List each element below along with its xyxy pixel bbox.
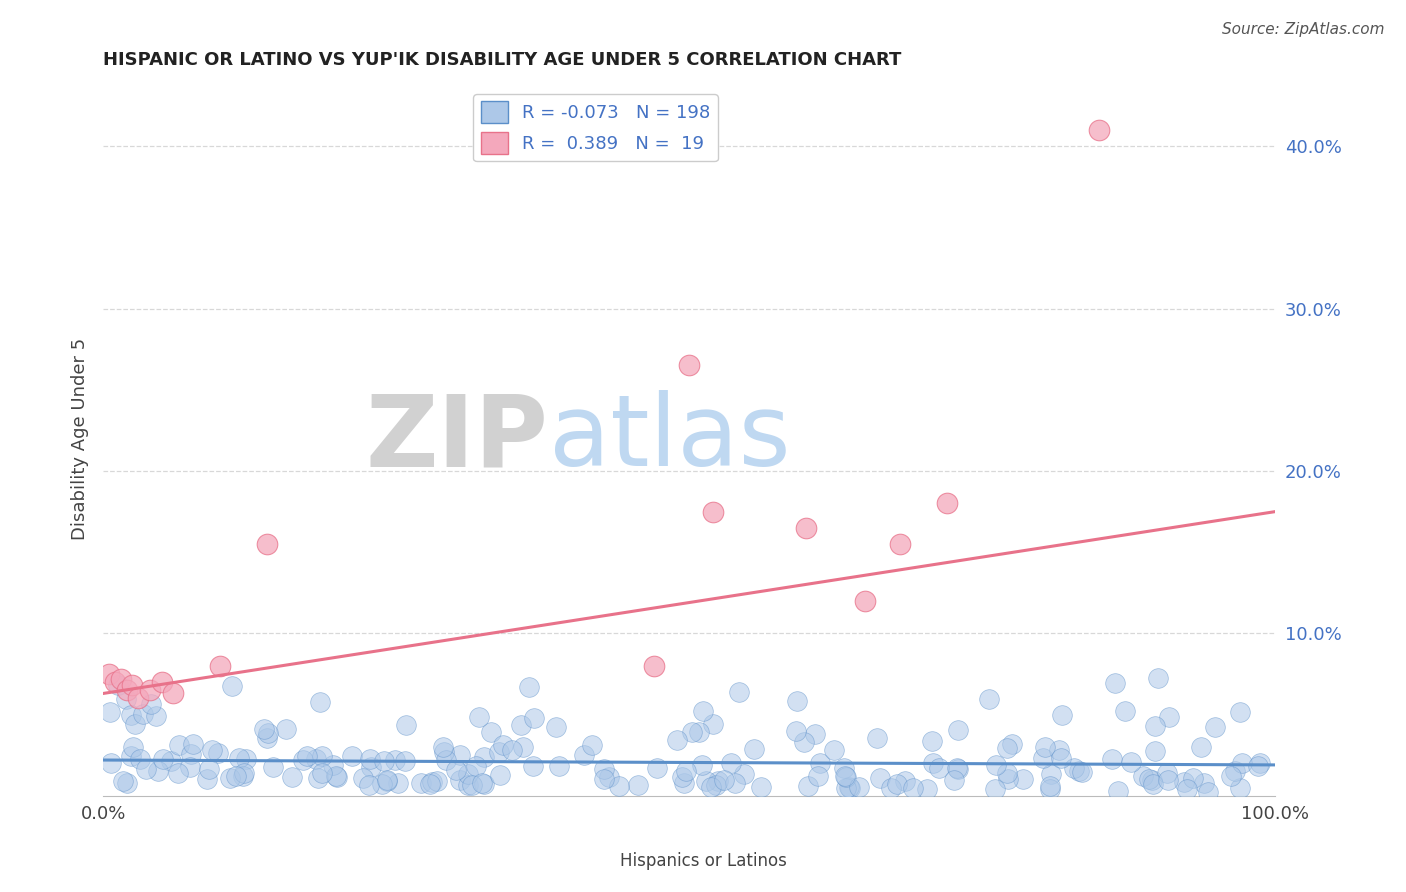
Point bbox=[1194, 776, 1216, 790]
Point bbox=[179, 759, 201, 773]
Point bbox=[546, 720, 568, 734]
Point bbox=[150, 675, 173, 690]
Point bbox=[98, 667, 121, 681]
Point bbox=[426, 773, 449, 788]
Point bbox=[152, 752, 174, 766]
Point bbox=[474, 750, 496, 764]
Point bbox=[325, 769, 347, 783]
Point bbox=[162, 686, 184, 700]
Point bbox=[146, 764, 169, 778]
Point bbox=[360, 760, 382, 774]
Point bbox=[1104, 676, 1126, 690]
Point bbox=[471, 776, 494, 790]
Point bbox=[804, 727, 827, 741]
Point bbox=[1147, 671, 1170, 685]
Point bbox=[160, 754, 183, 768]
Point bbox=[394, 754, 416, 768]
Point bbox=[692, 704, 714, 718]
Point bbox=[492, 738, 515, 752]
Point bbox=[1107, 784, 1129, 798]
Point bbox=[311, 748, 333, 763]
Point bbox=[305, 752, 328, 766]
Point bbox=[311, 765, 333, 780]
Point bbox=[375, 773, 398, 788]
Point bbox=[122, 740, 145, 755]
Point bbox=[460, 778, 482, 792]
Point bbox=[572, 748, 595, 763]
Point bbox=[1156, 773, 1178, 788]
Point bbox=[512, 740, 534, 755]
Point bbox=[1039, 781, 1062, 796]
Point bbox=[901, 780, 924, 795]
Point bbox=[834, 781, 856, 796]
Point bbox=[1229, 780, 1251, 795]
Point bbox=[129, 752, 152, 766]
Point bbox=[257, 726, 280, 740]
Point bbox=[997, 772, 1019, 787]
Point bbox=[457, 767, 479, 781]
Point bbox=[232, 769, 254, 783]
Point bbox=[127, 691, 149, 706]
Point bbox=[120, 749, 142, 764]
Point bbox=[806, 769, 828, 783]
Point bbox=[592, 772, 614, 786]
Point bbox=[444, 763, 467, 777]
Point bbox=[169, 738, 191, 752]
Point bbox=[1088, 123, 1111, 137]
Point bbox=[645, 761, 668, 775]
Point bbox=[886, 777, 908, 791]
Point bbox=[517, 681, 540, 695]
Point bbox=[1175, 781, 1198, 796]
Point bbox=[834, 769, 856, 783]
Point bbox=[235, 752, 257, 766]
Point bbox=[479, 725, 502, 739]
Point bbox=[593, 762, 616, 776]
Point bbox=[678, 359, 700, 373]
Point bbox=[432, 739, 454, 754]
Point bbox=[796, 779, 818, 793]
Point bbox=[853, 594, 876, 608]
Point bbox=[785, 724, 807, 739]
Point bbox=[880, 780, 903, 795]
Point bbox=[472, 776, 495, 790]
Point bbox=[433, 745, 456, 759]
Text: Hispanics or Latinos: Hispanics or Latinos bbox=[620, 852, 786, 870]
Point bbox=[201, 743, 224, 757]
Point bbox=[702, 505, 724, 519]
Point bbox=[643, 658, 665, 673]
Point bbox=[1204, 720, 1226, 734]
Point bbox=[218, 771, 240, 785]
Point bbox=[749, 780, 772, 795]
Point bbox=[419, 777, 441, 791]
Text: Source: ZipAtlas.com: Source: ZipAtlas.com bbox=[1222, 22, 1385, 37]
Y-axis label: Disability Age Under 5: Disability Age Under 5 bbox=[72, 337, 89, 540]
Point bbox=[1157, 709, 1180, 723]
Point bbox=[921, 733, 943, 747]
Point bbox=[1114, 704, 1136, 718]
Point bbox=[1012, 772, 1035, 787]
Point bbox=[468, 710, 491, 724]
Point bbox=[793, 735, 815, 749]
Point bbox=[522, 759, 544, 773]
Point bbox=[607, 780, 630, 794]
Point bbox=[464, 759, 486, 773]
Text: atlas: atlas bbox=[548, 390, 790, 487]
Point bbox=[340, 749, 363, 764]
Point bbox=[1101, 751, 1123, 765]
Point bbox=[690, 757, 713, 772]
Point bbox=[228, 751, 250, 765]
Point bbox=[115, 683, 138, 698]
Point bbox=[110, 672, 132, 686]
Point bbox=[1140, 772, 1163, 787]
Point bbox=[107, 678, 129, 692]
Point bbox=[598, 771, 620, 785]
Point bbox=[1197, 784, 1219, 798]
Point bbox=[704, 778, 727, 792]
Point bbox=[124, 717, 146, 731]
Point bbox=[889, 537, 911, 551]
Point bbox=[1047, 743, 1070, 757]
Point bbox=[111, 774, 134, 789]
Point bbox=[98, 705, 121, 719]
Point bbox=[1050, 708, 1073, 723]
